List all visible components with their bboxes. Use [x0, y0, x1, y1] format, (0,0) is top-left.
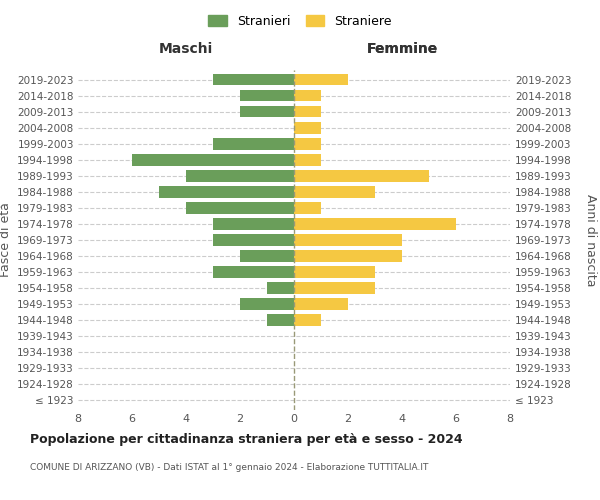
Bar: [213, 218, 294, 230]
Bar: [294, 106, 321, 118]
Bar: [240, 298, 294, 310]
Text: Anni di nascita: Anni di nascita: [584, 194, 597, 286]
Bar: [267, 282, 294, 294]
Bar: [267, 314, 294, 326]
Bar: [159, 186, 294, 198]
Bar: [213, 74, 294, 86]
Bar: [294, 154, 321, 166]
Bar: [240, 250, 294, 262]
Bar: [294, 218, 456, 230]
Bar: [294, 266, 375, 278]
Bar: [294, 186, 375, 198]
Bar: [294, 74, 348, 86]
Legend: Stranieri, Straniere: Stranieri, Straniere: [205, 11, 395, 32]
Text: Femmine: Femmine: [367, 42, 437, 56]
Bar: [186, 170, 294, 181]
Y-axis label: Fasce di età: Fasce di età: [0, 202, 11, 278]
Bar: [294, 234, 402, 246]
Bar: [213, 234, 294, 246]
Bar: [294, 282, 375, 294]
Bar: [240, 106, 294, 118]
Bar: [213, 266, 294, 278]
Bar: [294, 250, 402, 262]
Text: Maschi: Maschi: [159, 42, 213, 56]
Bar: [294, 170, 429, 181]
Text: Femmine: Femmine: [367, 42, 437, 56]
Bar: [294, 314, 321, 326]
Bar: [132, 154, 294, 166]
Bar: [294, 90, 321, 102]
Text: Popolazione per cittadinanza straniera per età e sesso - 2024: Popolazione per cittadinanza straniera p…: [30, 432, 463, 446]
Bar: [294, 298, 348, 310]
Bar: [294, 122, 321, 134]
Bar: [294, 138, 321, 149]
Bar: [186, 202, 294, 213]
Text: COMUNE DI ARIZZANO (VB) - Dati ISTAT al 1° gennaio 2024 - Elaborazione TUTTITALI: COMUNE DI ARIZZANO (VB) - Dati ISTAT al …: [30, 462, 428, 471]
Bar: [294, 202, 321, 213]
Bar: [213, 138, 294, 149]
Bar: [240, 90, 294, 102]
